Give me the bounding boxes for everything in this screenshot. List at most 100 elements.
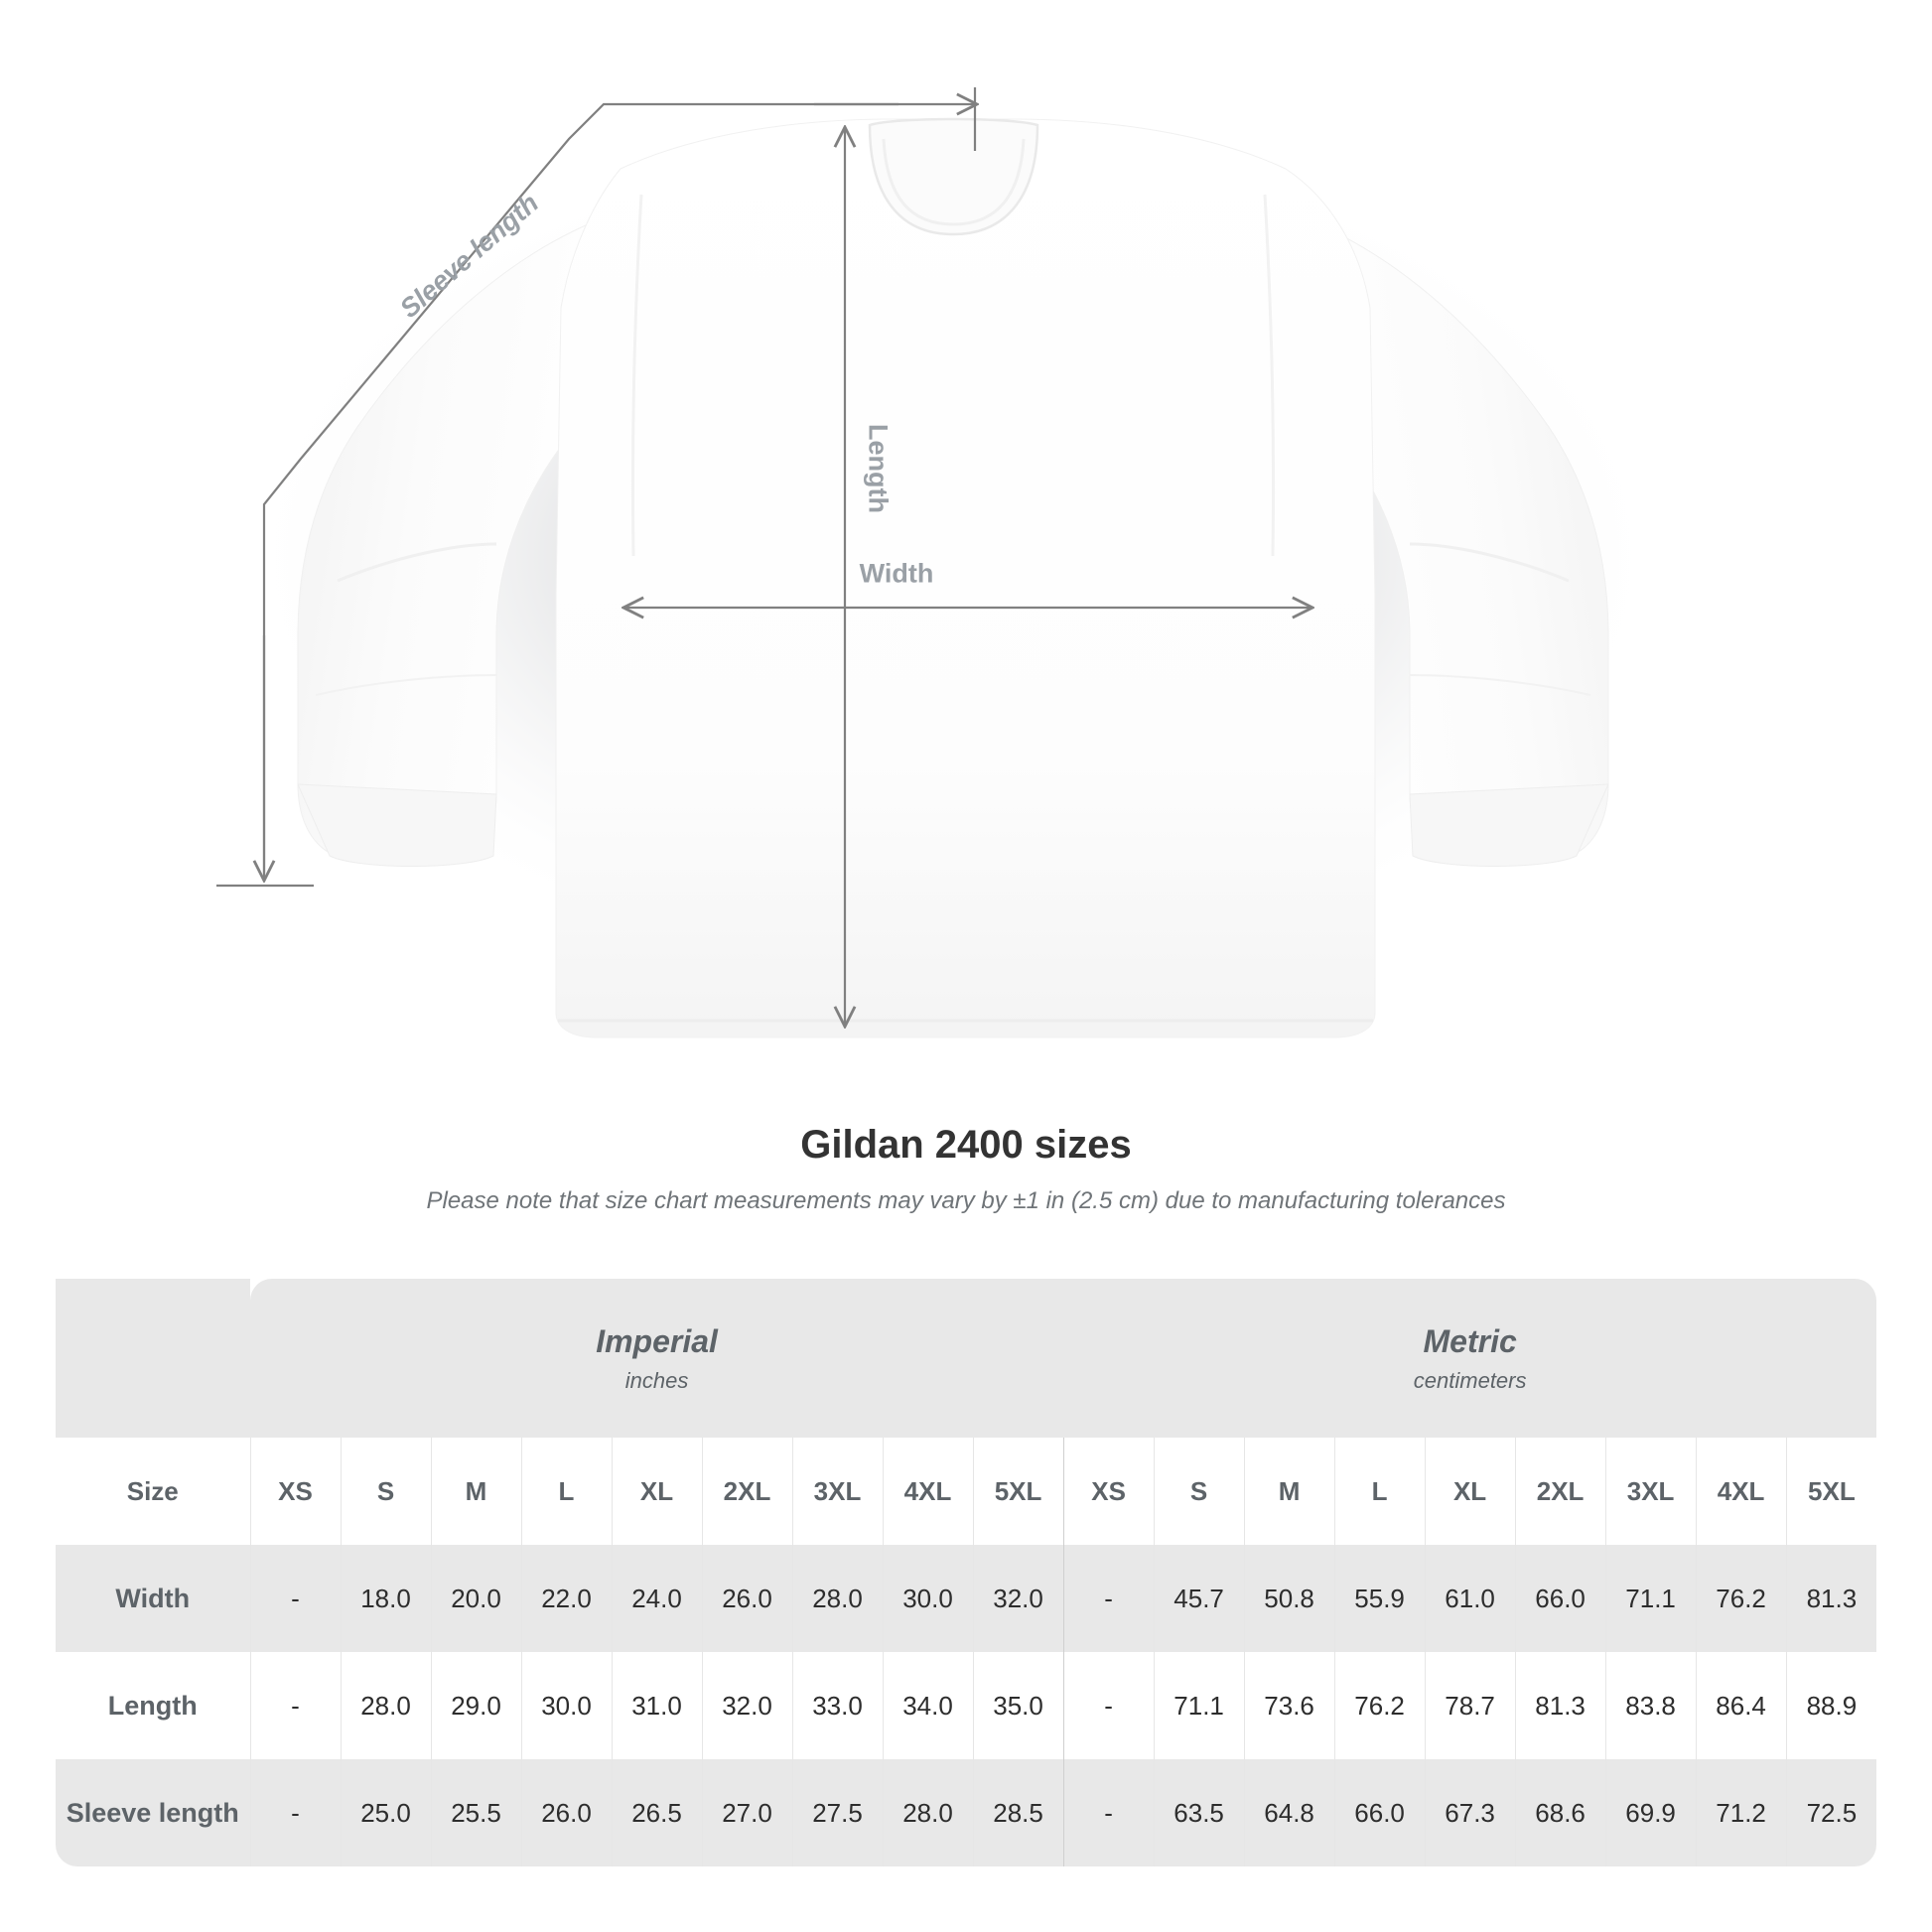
unit-group-imperial-sub: inches (624, 1368, 689, 1393)
cell-sleeve-imperial-2xl: 27.0 (701, 1759, 792, 1866)
cell-length-metric-3xl: 83.8 (1604, 1652, 1697, 1759)
left-shoulder-seam (630, 194, 643, 557)
right-sleeve-fold-2 (1409, 674, 1591, 696)
size-table-container: Imperial inches Metric centimeters Size … (56, 1279, 1877, 1866)
cell-width-metric-xl: 61.0 (1424, 1545, 1516, 1652)
cell-width-metric-2xl: 66.0 (1514, 1545, 1606, 1652)
width-measurement-label: Width (859, 558, 934, 589)
cell-length-imperial-4xl: 34.0 (882, 1652, 973, 1759)
cell-sleeve-imperial-3xl: 27.5 (791, 1759, 883, 1866)
unit-group-metric-name: Metric (1423, 1322, 1517, 1359)
cell-length-metric-xs: - (1062, 1652, 1155, 1759)
cell-length-metric-xl: 78.7 (1424, 1652, 1516, 1759)
cell-sleeve-metric-s: 63.5 (1153, 1759, 1245, 1866)
cell-length-imperial-l: 30.0 (520, 1652, 612, 1759)
size-header-metric-xs: XS (1062, 1438, 1155, 1545)
size-header-imperial-xs: XS (249, 1438, 341, 1545)
cell-sleeve-metric-2xl: 68.6 (1514, 1759, 1606, 1866)
size-header-row: Size XS S M L XL 2XL 3XL 4XL 5XL XS S M … (56, 1438, 1877, 1545)
cell-sleeve-imperial-5xl: 28.5 (972, 1759, 1064, 1866)
cell-width-imperial-5xl: 32.0 (972, 1545, 1064, 1652)
cell-length-metric-m: 73.6 (1243, 1652, 1335, 1759)
size-header-imperial-s: S (340, 1438, 431, 1545)
left-sleeve-fold (337, 542, 497, 583)
table-row: Length - 28.0 29.0 30.0 31.0 32.0 33.0 3… (56, 1652, 1877, 1759)
cell-width-imperial-2xl: 26.0 (701, 1545, 792, 1652)
collar (868, 117, 1039, 236)
row-label-width: Width (56, 1545, 250, 1652)
cell-width-imperial-xs: - (249, 1545, 341, 1652)
page-title: Gildan 2400 sizes (800, 1123, 1132, 1167)
cell-length-imperial-2xl: 32.0 (701, 1652, 792, 1759)
left-sleeve-fold-2 (315, 674, 497, 696)
cell-width-metric-l: 55.9 (1333, 1545, 1426, 1652)
cell-length-metric-s: 71.1 (1153, 1652, 1245, 1759)
unit-group-metric-sub: centimeters (1413, 1368, 1527, 1393)
size-header-metric-l: L (1333, 1438, 1426, 1545)
cell-length-metric-5xl: 88.9 (1785, 1652, 1877, 1759)
cell-length-metric-4xl: 86.4 (1695, 1652, 1787, 1759)
cell-width-imperial-xl: 24.0 (611, 1545, 702, 1652)
cell-length-metric-2xl: 81.3 (1514, 1652, 1606, 1759)
table-row: Width - 18.0 20.0 22.0 24.0 26.0 28.0 30… (56, 1545, 1877, 1652)
size-header-imperial-l: L (520, 1438, 612, 1545)
cell-width-imperial-m: 20.0 (430, 1545, 521, 1652)
size-header-metric-4xl: 4XL (1695, 1438, 1787, 1545)
size-header-metric-m: M (1243, 1438, 1335, 1545)
size-header-imperial-3xl: 3XL (791, 1438, 883, 1545)
cell-sleeve-imperial-xs: - (249, 1759, 341, 1866)
unit-header-row: Imperial inches Metric centimeters (56, 1279, 1877, 1438)
cell-width-imperial-3xl: 28.0 (791, 1545, 883, 1652)
unit-group-imperial-name: Imperial (596, 1322, 718, 1359)
size-header-metric-xl: XL (1424, 1438, 1516, 1545)
unit-group-imperial: Imperial inches (250, 1279, 1064, 1438)
cell-width-metric-s: 45.7 (1153, 1545, 1245, 1652)
left-sleeve (297, 212, 621, 865)
cell-length-imperial-5xl: 35.0 (972, 1652, 1064, 1759)
title-block: Gildan 2400 sizes Please note that size … (0, 1120, 1932, 1216)
right-cuff (1409, 783, 1609, 867)
right-sleeve-fold (1409, 542, 1570, 583)
unit-corner-cell (56, 1279, 250, 1438)
length-measurement-label: Length (863, 424, 894, 513)
row-label-sleeve-length: Sleeve length (56, 1759, 250, 1866)
cell-sleeve-imperial-xl: 26.5 (611, 1759, 702, 1866)
cell-length-imperial-s: 28.0 (340, 1652, 431, 1759)
garment-svg (216, 87, 1668, 1038)
size-header-imperial-2xl: 2XL (701, 1438, 792, 1545)
cell-sleeve-metric-l: 66.0 (1333, 1759, 1426, 1866)
cell-sleeve-imperial-4xl: 28.0 (882, 1759, 973, 1866)
size-header-metric-3xl: 3XL (1604, 1438, 1697, 1545)
unit-group-metric: Metric centimeters (1063, 1279, 1877, 1438)
cell-length-metric-l: 76.2 (1333, 1652, 1426, 1759)
cell-width-metric-4xl: 76.2 (1695, 1545, 1787, 1652)
size-header-metric-s: S (1153, 1438, 1245, 1545)
cell-width-metric-5xl: 81.3 (1785, 1545, 1877, 1652)
cell-width-metric-3xl: 71.1 (1604, 1545, 1697, 1652)
cell-length-imperial-xs: - (249, 1652, 341, 1759)
shirt-body (555, 118, 1376, 1038)
cell-sleeve-metric-xs: - (1062, 1759, 1155, 1866)
size-header-imperial-m: M (430, 1438, 521, 1545)
garment-illustration: Width Length Sleeve length (216, 87, 1668, 1038)
cell-length-imperial-m: 29.0 (430, 1652, 521, 1759)
size-header-imperial-4xl: 4XL (882, 1438, 973, 1545)
cell-width-imperial-l: 22.0 (520, 1545, 612, 1652)
cell-sleeve-metric-3xl: 69.9 (1604, 1759, 1697, 1866)
right-shoulder-seam (1263, 194, 1276, 557)
cell-length-imperial-xl: 31.0 (611, 1652, 702, 1759)
cell-width-imperial-s: 18.0 (340, 1545, 431, 1652)
size-header-imperial-5xl: 5XL (972, 1438, 1064, 1545)
tolerance-note: Please note that size chart measurements… (426, 1187, 1506, 1214)
cell-sleeve-metric-xl: 67.3 (1424, 1759, 1516, 1866)
size-header-metric-5xl: 5XL (1785, 1438, 1877, 1545)
cell-width-metric-xs: - (1062, 1545, 1155, 1652)
cell-sleeve-imperial-l: 26.0 (520, 1759, 612, 1866)
cell-sleeve-metric-m: 64.8 (1243, 1759, 1335, 1866)
cell-sleeve-metric-4xl: 71.2 (1695, 1759, 1787, 1866)
table-row: Sleeve length - 25.0 25.5 26.0 26.5 27.0… (56, 1759, 1877, 1866)
sleeve-length-guide (262, 102, 898, 874)
size-header-label: Size (56, 1438, 250, 1545)
cell-length-imperial-3xl: 33.0 (791, 1652, 883, 1759)
